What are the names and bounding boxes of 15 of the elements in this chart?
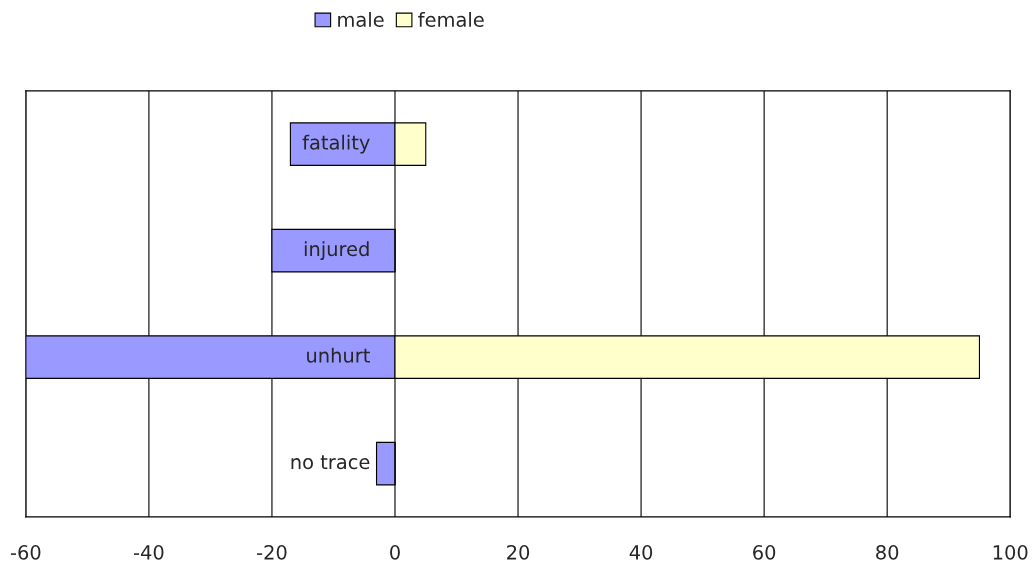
x-tick-label: -40 <box>133 545 164 560</box>
y-tick-label: fatality <box>302 134 370 154</box>
x-tick-label: 40 <box>629 545 653 560</box>
x-tick-label: 100 <box>993 545 1028 560</box>
y-tick-label: unhurt <box>307 347 370 363</box>
y-tick-label: no trace <box>291 455 370 470</box>
x-tick-label: -20 <box>257 545 287 560</box>
x-tick-label: 60 <box>753 545 776 560</box>
legend-label: male <box>338 11 384 28</box>
y-tick-label: injured <box>304 241 369 261</box>
x-tick-label: 20 <box>507 545 530 560</box>
legend-label: female <box>418 11 484 28</box>
x-tick-label: -60 <box>10 545 41 560</box>
x-tick-label: 80 <box>876 545 899 560</box>
x-tick-label: 0 <box>390 545 400 560</box>
